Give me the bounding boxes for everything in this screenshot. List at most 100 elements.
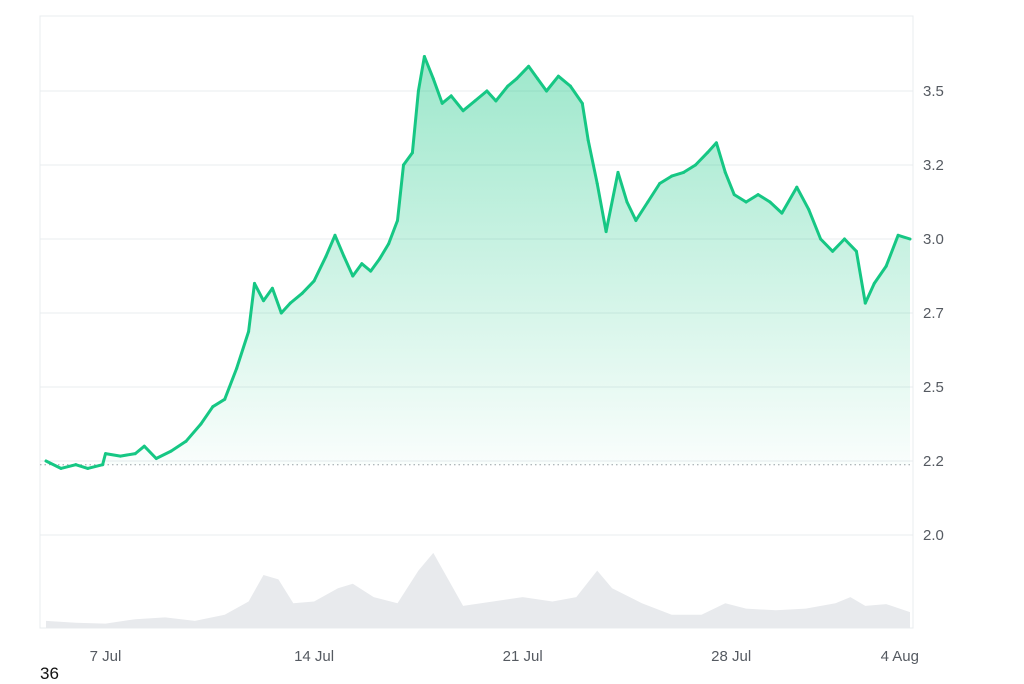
price-segment — [625, 200, 638, 222]
price-segment — [142, 444, 158, 460]
price-segment — [670, 170, 686, 178]
price-segment — [884, 233, 900, 268]
price-line — [44, 55, 912, 470]
price-segment — [536, 77, 548, 93]
price-fill — [46, 56, 910, 469]
price-segment — [133, 444, 146, 456]
price-segment — [545, 74, 560, 93]
y-tick-label: 2.2 — [923, 453, 944, 470]
price-segment — [59, 463, 78, 470]
price-segment — [279, 301, 292, 315]
price-segment — [556, 74, 572, 88]
price-segment — [247, 281, 256, 333]
price-segment — [646, 182, 662, 204]
price-segment — [831, 237, 846, 253]
y-axis-ticks: 2.0 2.2 2.5 2.7 3.0 3.2 3.5 — [923, 83, 944, 544]
price-segment — [262, 286, 274, 303]
x-tick-label: 21 Jul — [503, 648, 543, 665]
price-segment — [211, 397, 227, 409]
price-segment — [568, 84, 584, 105]
price-segment — [253, 281, 265, 303]
price-segment — [694, 151, 709, 167]
price-segment — [118, 452, 137, 458]
price-segment — [854, 249, 867, 305]
price-segment — [396, 163, 405, 222]
volume-area — [46, 552, 910, 628]
price-segment — [780, 185, 799, 215]
price-segment — [360, 262, 373, 273]
price-segment — [756, 193, 772, 204]
price-segment — [494, 84, 510, 103]
price-segment — [768, 200, 784, 215]
price-segment — [515, 64, 531, 81]
price-segment — [312, 254, 328, 283]
price-segment — [595, 182, 608, 234]
price-segment — [586, 138, 599, 185]
price-segment — [527, 64, 540, 81]
price-segment — [288, 291, 304, 305]
price-segment — [506, 77, 519, 88]
price-segment — [333, 233, 346, 258]
price-segment — [744, 193, 760, 204]
price-segment — [223, 367, 239, 401]
x-tick-label: 28 Jul — [711, 648, 751, 665]
price-segment — [86, 463, 105, 470]
price-segment — [410, 89, 420, 155]
price-segment — [732, 193, 748, 204]
corner-label: 36 — [40, 664, 59, 683]
price-segment — [896, 233, 912, 241]
price-segment — [300, 279, 316, 295]
price-segment — [104, 452, 122, 458]
price-segment — [324, 233, 337, 258]
price-segment — [449, 94, 465, 113]
price-segment — [723, 170, 736, 197]
price-segment — [604, 170, 620, 234]
price-segment — [169, 439, 188, 453]
x-tick-label: 4 Aug — [881, 648, 919, 665]
price-segment — [184, 422, 203, 443]
price-segment — [402, 151, 414, 167]
y-tick-label: 3.0 — [923, 231, 944, 248]
price-segment — [634, 200, 650, 222]
price-segment — [342, 254, 355, 278]
price-segment — [473, 89, 489, 103]
price-segment — [270, 286, 283, 315]
price-segment — [351, 262, 364, 278]
y-tick-label: 3.5 — [923, 83, 944, 100]
price-segment — [485, 89, 498, 103]
price-segment — [378, 242, 391, 261]
price-segment — [387, 219, 399, 246]
x-tick-label: 7 Jul — [90, 648, 122, 665]
x-tick-label: 14 Jul — [294, 648, 334, 665]
price-segment — [682, 163, 697, 174]
price-segment — [199, 405, 215, 426]
price-segment — [44, 459, 63, 470]
price-segment — [235, 330, 251, 370]
volume-bars — [46, 552, 910, 628]
y-tick-label: 3.2 — [923, 157, 944, 174]
price-segment — [863, 281, 876, 305]
price-segment — [440, 94, 453, 105]
price-segment — [154, 449, 173, 460]
price-segment — [422, 55, 435, 81]
price-segment — [74, 463, 90, 470]
price-segment — [431, 77, 444, 105]
price-segment — [795, 185, 811, 211]
price-segment — [819, 237, 835, 253]
price-segment — [461, 99, 477, 113]
y-tick-label: 2.7 — [923, 305, 944, 322]
price-segment — [872, 264, 888, 285]
price-segment — [807, 207, 823, 241]
price-segment — [580, 101, 590, 142]
price-segment — [705, 141, 718, 155]
price-segment — [101, 452, 107, 467]
price-segment — [843, 237, 858, 253]
price-segment — [416, 55, 426, 93]
price-segment — [714, 141, 727, 174]
x-axis-ticks: 7 Jul 14 Jul 21 Jul 28 Jul 4 Aug — [90, 648, 919, 665]
y-tick-label: 2.0 — [923, 527, 944, 544]
price-segment — [369, 257, 382, 273]
price-segment — [616, 170, 629, 204]
price-area — [46, 56, 910, 469]
